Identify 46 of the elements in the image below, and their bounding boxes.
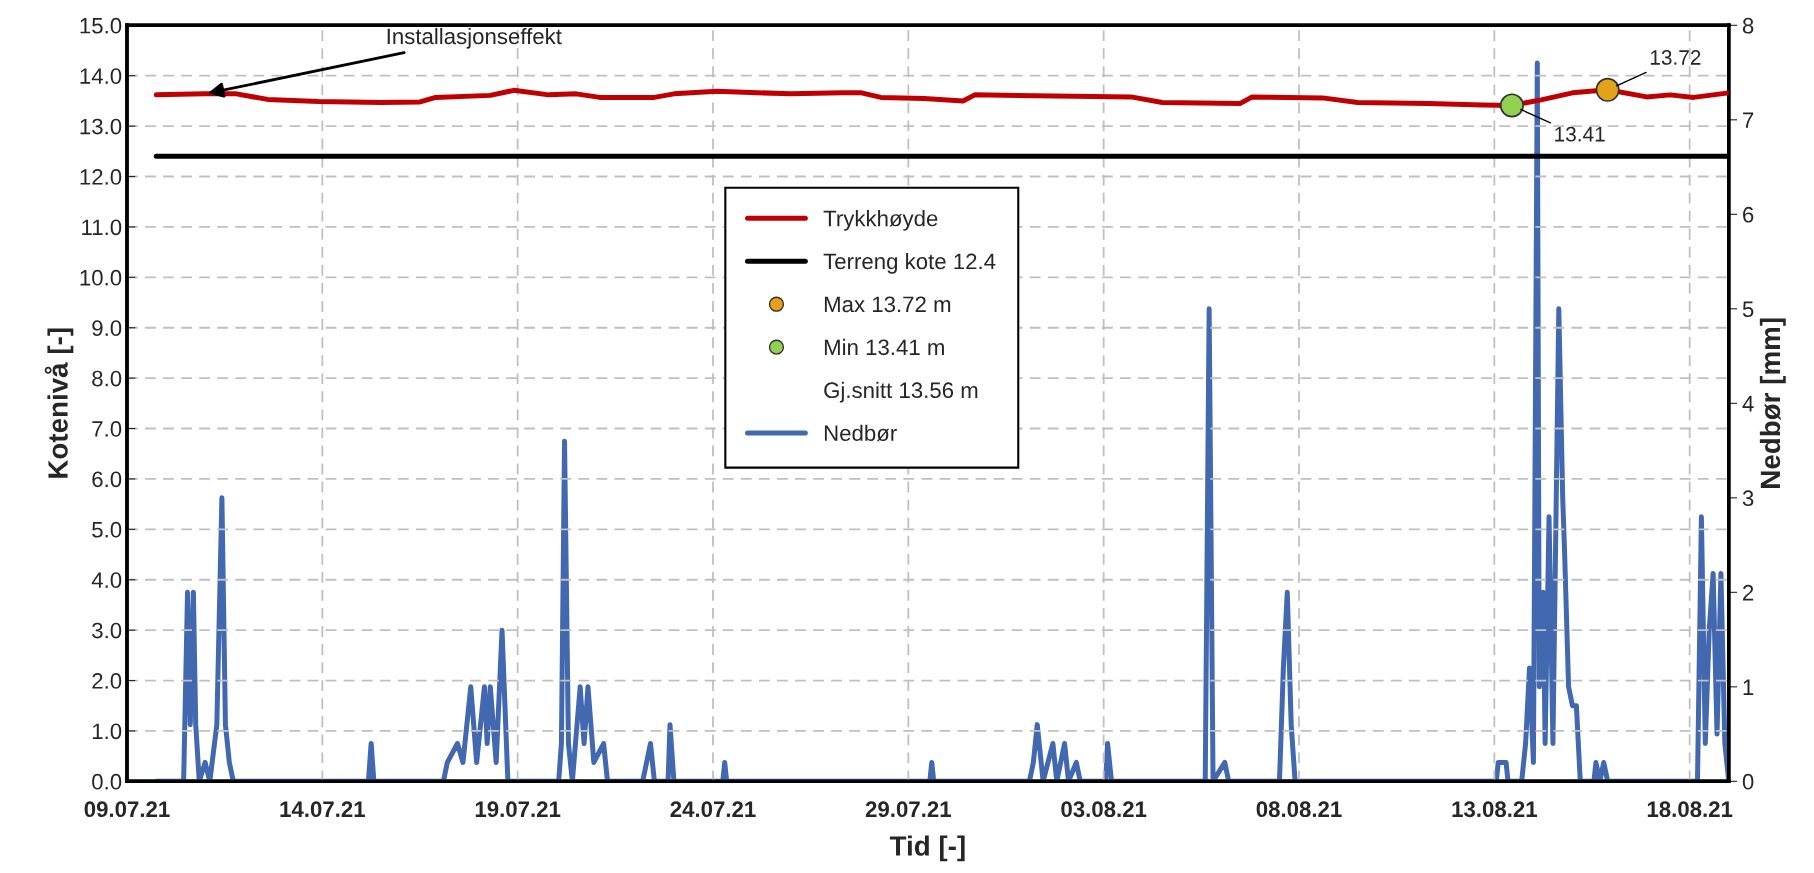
data-label: 13.72 [1650, 50, 1701, 65]
x-tick-label: 18.08.21 [1647, 801, 1733, 818]
y2-tick-label: 2 [1743, 584, 1754, 601]
y2-tick-label: 7 [1743, 112, 1754, 128]
y2-tick-label: 3 [1742, 490, 1754, 507]
y-tick-label: 7.0 [92, 421, 122, 437]
legend-label: Trykkhøyde [823, 210, 938, 231]
y2-tick-label: 8 [1742, 17, 1754, 34]
x-tick-label: 14.07.21 [280, 801, 365, 818]
x-tick-label: 08.08.21 [1256, 801, 1342, 818]
y-tick-label: 5.0 [92, 521, 122, 538]
y2-tick-label: 5 [1742, 301, 1754, 318]
annotation: Installasjonseffekt [387, 27, 562, 49]
x-tick-label: 09.07.21 [84, 801, 170, 818]
y-tick-label: 9.0 [92, 320, 122, 336]
y-tick-label: 11.0 [82, 219, 122, 236]
y-tick-label: 6.0 [92, 471, 122, 488]
y-tick-label: 14.0 [80, 68, 122, 84]
x-tick-label: 29.07.21 [865, 801, 951, 818]
y2-tick-label: 1 [1743, 679, 1754, 695]
y-tick-label: 13.0 [80, 118, 122, 135]
data-label: 13.41 [1555, 126, 1605, 142]
legend-label: Nedbør [824, 424, 897, 442]
x-tick-label: 03.08.21 [1061, 801, 1147, 818]
annotation: Gj.snitt 13.56 m [824, 381, 978, 403]
y-tick-label: 1.0 [92, 723, 122, 740]
y-tick-label: 10.0 [80, 269, 122, 286]
legend-label: Terreng kote 12.4 [823, 252, 996, 274]
y-tick-label: 2.0 [92, 673, 122, 689]
x-tick-label: 24.07.21 [670, 801, 756, 818]
y-axis-title: Kotenivå [-] [44, 328, 74, 478]
y-tick-label: 3.0 [92, 622, 122, 639]
x-axis-title: Tid [-] [889, 835, 965, 862]
y2-tick-label: 0 [1742, 773, 1754, 790]
y-tick-label: 0.0 [92, 773, 122, 790]
y2-axis-title: Nedbør [mm] [1759, 318, 1786, 488]
x-tick-label: 19.07.21 [475, 801, 561, 818]
y2-tick-label: 4 [1742, 396, 1754, 412]
y-tick-label: 12.0 [80, 169, 122, 185]
y-tick-label: 15.0 [80, 17, 122, 34]
y2-tick-label: 6 [1743, 206, 1754, 223]
legend-label: Max 13.72 m [824, 296, 951, 313]
x-tick-label: 13.08.21 [1452, 801, 1537, 818]
y-tick-label: 4.0 [91, 572, 122, 588]
y-tick-label: 8.0 [92, 370, 122, 387]
legend-label: Min 13.41 m [824, 338, 944, 356]
